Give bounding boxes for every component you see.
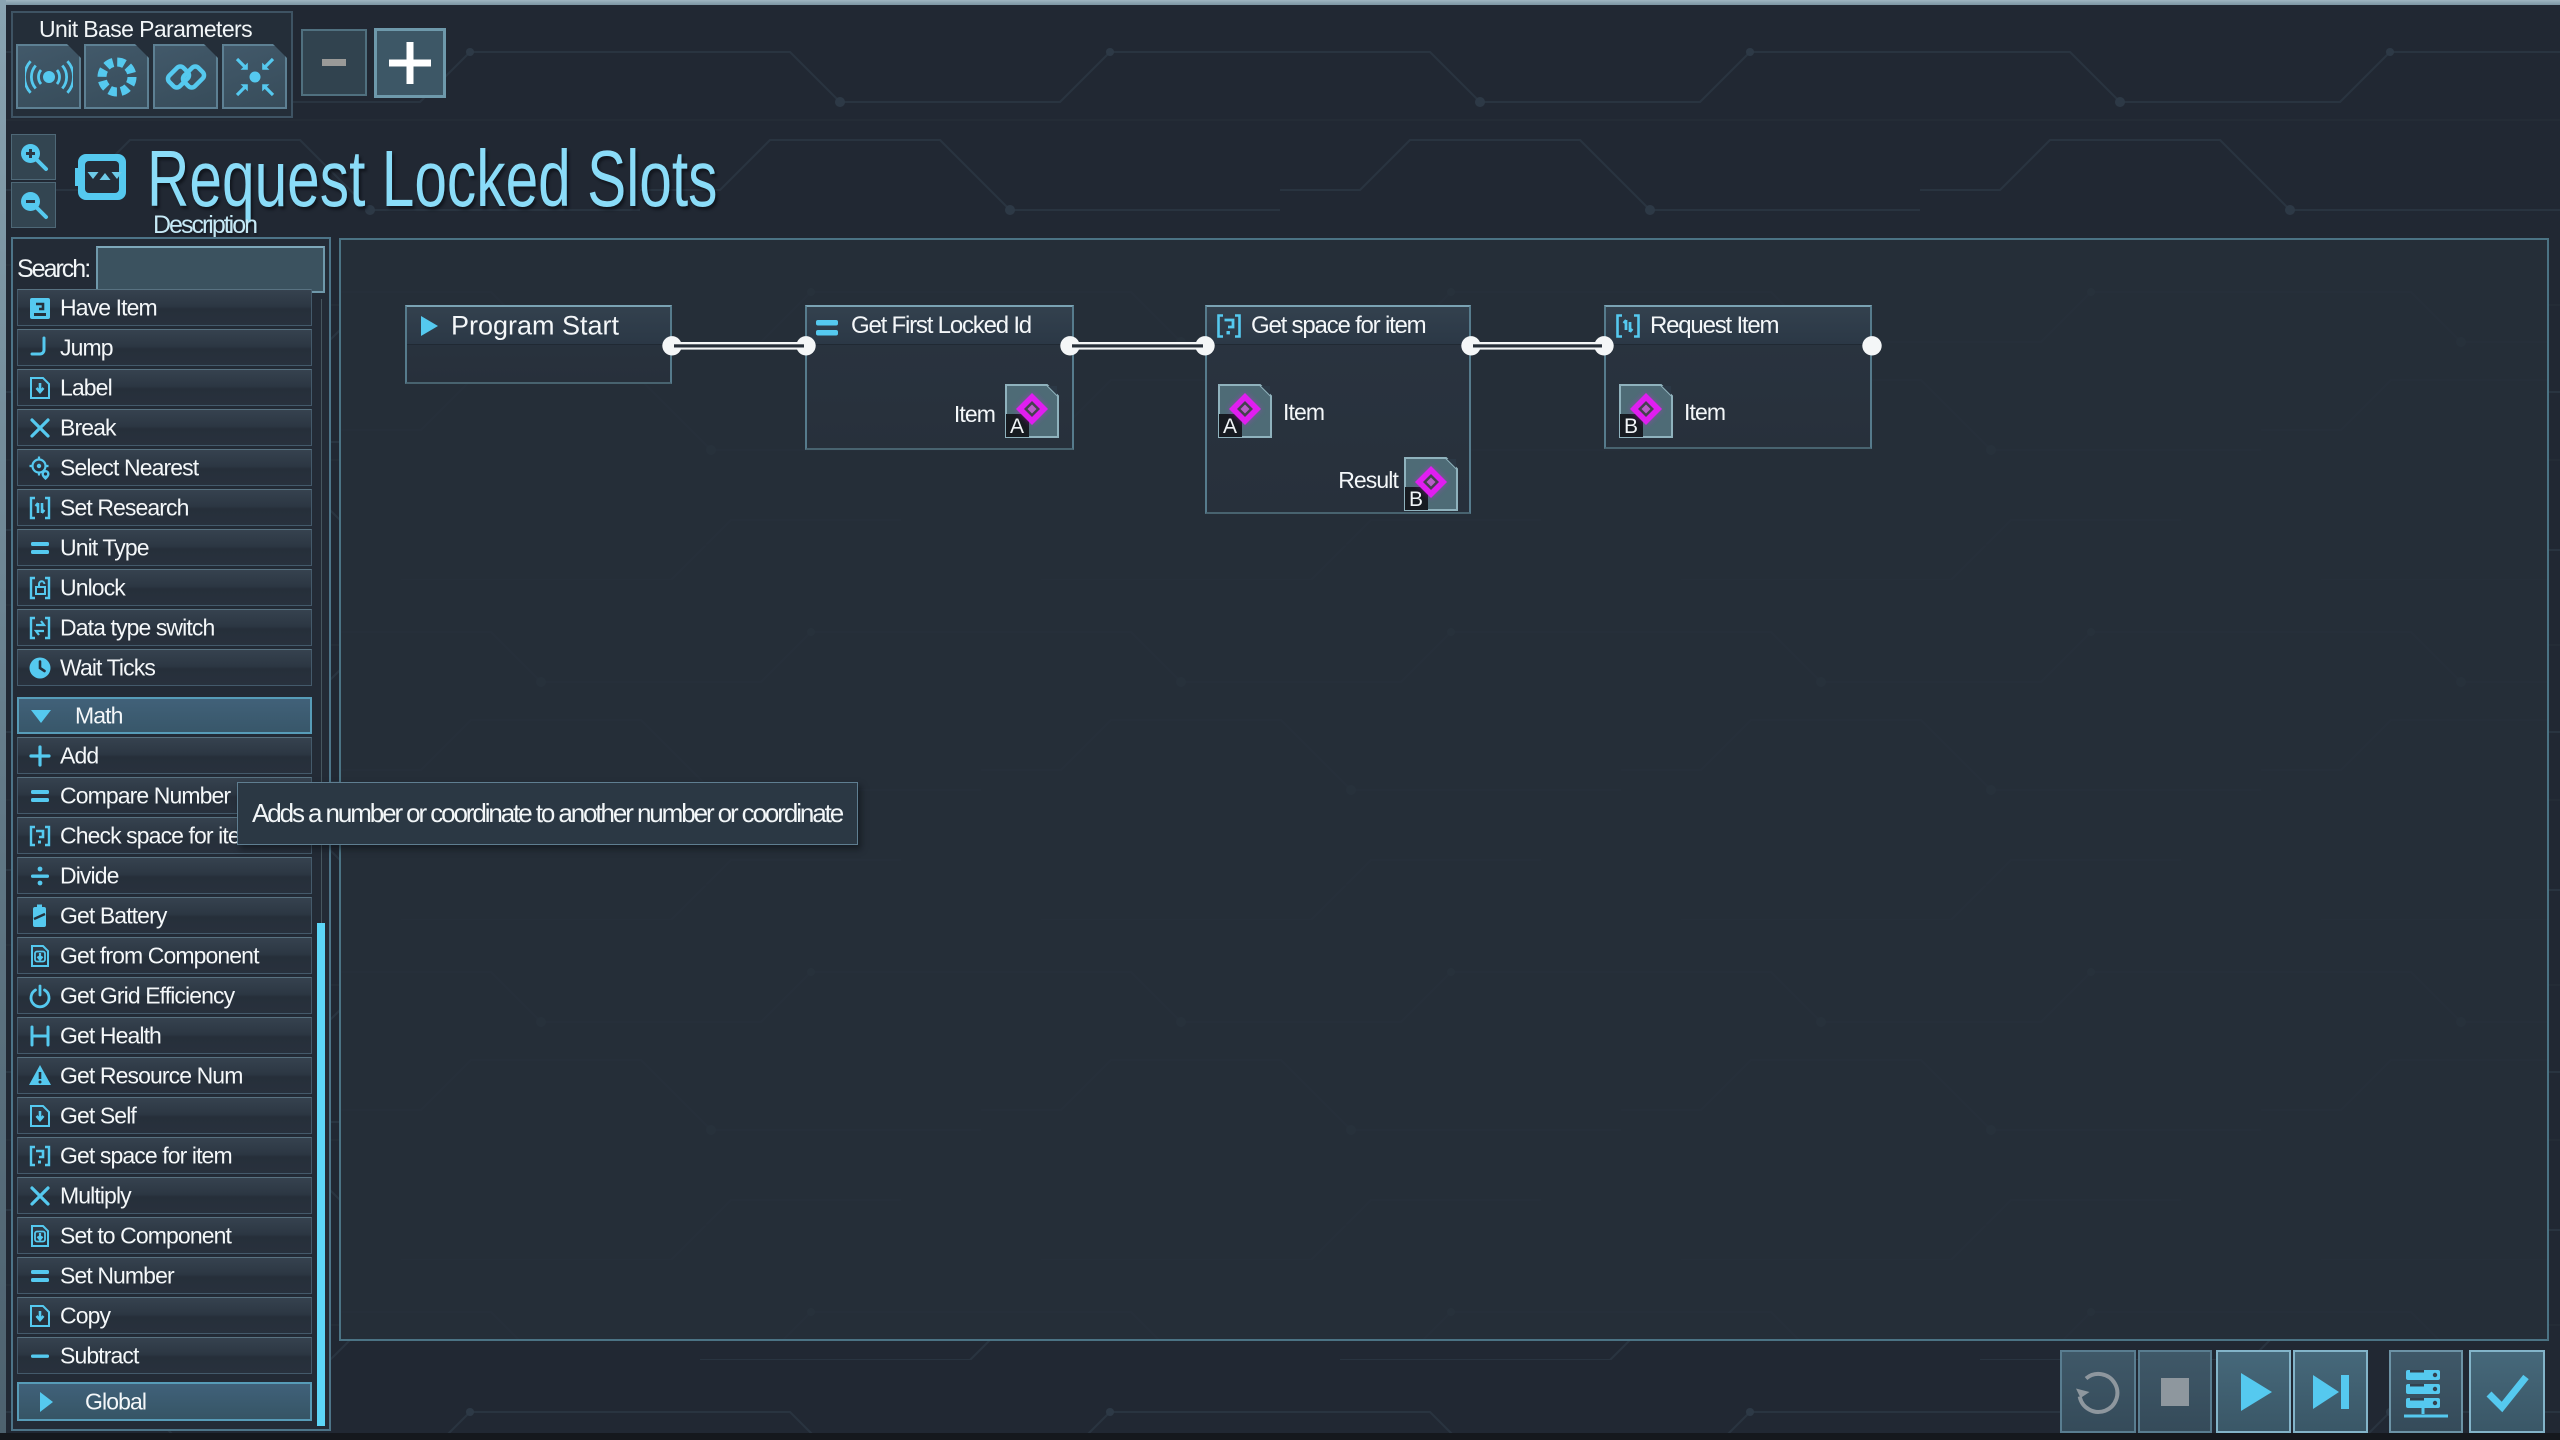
svg-text:A: A: [1223, 415, 1237, 438]
svg-text:B: B: [1624, 415, 1638, 438]
svg-text:A: A: [1010, 415, 1024, 438]
svg-text:B: B: [1409, 488, 1423, 511]
